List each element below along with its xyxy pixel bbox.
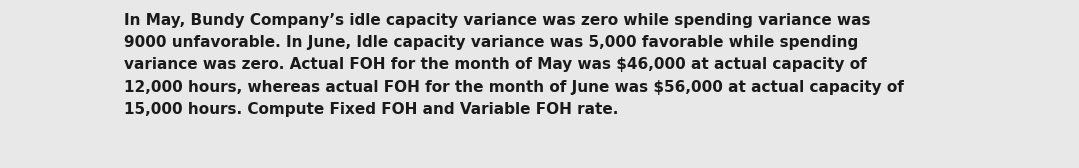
Text: In May, Bundy Company’s idle capacity variance was zero while spending variance : In May, Bundy Company’s idle capacity va… [124, 13, 904, 117]
